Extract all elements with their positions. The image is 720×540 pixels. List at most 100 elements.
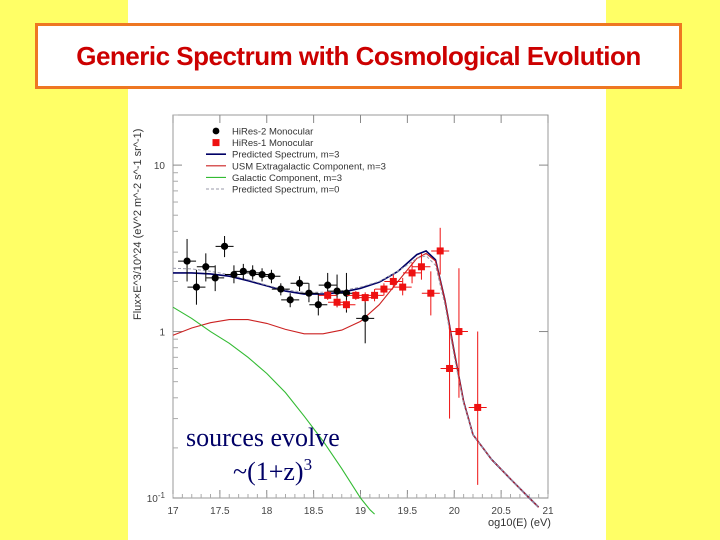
point-marker xyxy=(361,294,369,302)
x-tick-label: 20.5 xyxy=(491,506,511,517)
annotation-line-1: sources evolve xyxy=(186,423,340,452)
x-tick-label: 21 xyxy=(542,506,554,517)
hires2-point xyxy=(356,295,375,344)
point-marker xyxy=(202,263,210,271)
hires1-point xyxy=(337,299,356,310)
legend-swatch xyxy=(212,139,220,147)
legend-label: USM Extragalactic Component, m=3 xyxy=(232,161,386,172)
hires1-point xyxy=(403,262,422,284)
point-marker xyxy=(258,270,266,279)
point-marker xyxy=(220,242,229,250)
point-marker xyxy=(192,283,201,291)
hires2-point xyxy=(196,253,215,282)
legend-item: Predicted Spectrum, m=0 xyxy=(206,185,339,196)
slide-panel xyxy=(128,0,606,540)
hires2-point xyxy=(224,265,243,284)
hires2-point xyxy=(290,276,309,292)
legend-label: Predicted Spectrum, m=3 xyxy=(232,150,339,161)
curve-predicted-m3 xyxy=(173,249,540,508)
hires1-point xyxy=(318,291,337,300)
curve-galactic xyxy=(172,306,375,515)
hires2-point xyxy=(309,293,328,316)
x-tick-label: 19 xyxy=(355,506,367,517)
hires1-point xyxy=(440,324,459,419)
slide-title: Generic Spectrum with Cosmological Evolu… xyxy=(76,40,641,71)
x-tick-label: 20 xyxy=(449,506,461,517)
x-tick-label: 18.5 xyxy=(304,506,324,517)
hires2-point xyxy=(271,283,290,296)
y-tick-label: 10-1 xyxy=(147,491,166,505)
y-tick-label: 10 xyxy=(154,161,166,172)
hires1-point xyxy=(365,289,384,302)
hires1-point xyxy=(449,268,468,398)
hires1-point xyxy=(431,227,450,275)
point-marker xyxy=(417,263,425,271)
x-tick-label: 19.5 xyxy=(398,506,418,517)
legend-item: HiRes-1 Monocular xyxy=(212,138,313,149)
point-marker xyxy=(446,364,454,372)
curve-predicted-m0 xyxy=(172,255,539,508)
point-marker xyxy=(352,291,360,299)
point-marker xyxy=(277,285,285,293)
hires2-point xyxy=(206,265,225,292)
y-axis-label: Flux×E^3/10^24 (eV^2 m^-2 s^-1 sr^-1) xyxy=(132,129,144,320)
point-marker xyxy=(324,291,332,299)
hires2-point xyxy=(318,272,337,298)
point-marker xyxy=(455,328,463,336)
hires2-point xyxy=(262,269,281,284)
hires1-point xyxy=(421,271,440,316)
point-marker xyxy=(183,257,191,265)
x-tick-label: 18 xyxy=(261,506,273,517)
point-marker xyxy=(474,403,482,411)
legend-item: Predicted Spectrum, m=3 xyxy=(206,150,339,161)
point-marker xyxy=(408,269,416,277)
hires2-point xyxy=(178,238,197,282)
hires1-point xyxy=(374,283,393,296)
annotation-formula: ~(1+z) xyxy=(233,457,304,486)
x-axis-label: og10(E) (eV) xyxy=(488,517,551,529)
point-marker xyxy=(295,279,304,287)
hires1-point xyxy=(384,274,403,289)
point-marker xyxy=(249,269,257,277)
legend-item: Galactic Component, m=3 xyxy=(206,173,342,184)
point-marker xyxy=(324,281,332,289)
legend-swatch xyxy=(212,127,220,135)
hires2-point xyxy=(299,283,318,303)
legend-label: Predicted Spectrum, m=0 xyxy=(232,185,339,196)
legend-label: HiRes-2 Monocular xyxy=(232,127,313,138)
x-tick-label: 17 xyxy=(167,506,179,517)
point-marker xyxy=(239,267,247,275)
point-marker xyxy=(399,283,407,291)
annotation-exponent: 3 xyxy=(304,455,313,474)
hires2-point xyxy=(243,265,262,280)
point-marker xyxy=(211,274,219,282)
point-marker xyxy=(342,301,350,309)
point-marker xyxy=(361,314,369,322)
point-marker xyxy=(314,301,322,309)
hires2-point xyxy=(215,236,234,258)
legend-label: Galactic Component, m=3 xyxy=(232,173,342,184)
hires1-point xyxy=(412,253,431,280)
point-marker xyxy=(380,285,388,293)
point-marker xyxy=(267,272,276,280)
hires1-point xyxy=(468,331,487,485)
annotation-line-2: ~(1+z)3 xyxy=(233,455,312,486)
point-marker xyxy=(389,277,397,285)
hires2-point xyxy=(281,293,300,308)
point-marker xyxy=(427,289,435,297)
point-marker xyxy=(436,247,444,255)
point-marker xyxy=(371,291,379,299)
title-box: Generic Spectrum with Cosmological Evolu… xyxy=(35,23,682,89)
point-marker xyxy=(230,270,238,279)
point-marker xyxy=(333,298,341,306)
y-tick-label: 1 xyxy=(159,328,165,339)
point-marker xyxy=(286,296,294,304)
legend-label: HiRes-1 Monocular xyxy=(232,138,313,149)
legend-item: HiRes-2 Monocular xyxy=(212,127,313,138)
hires2-point xyxy=(187,269,206,305)
hires1-point xyxy=(393,277,412,296)
x-tick-label: 17.5 xyxy=(210,506,230,517)
legend-item: USM Extragalactic Component, m=3 xyxy=(206,161,386,172)
point-marker xyxy=(305,289,313,297)
